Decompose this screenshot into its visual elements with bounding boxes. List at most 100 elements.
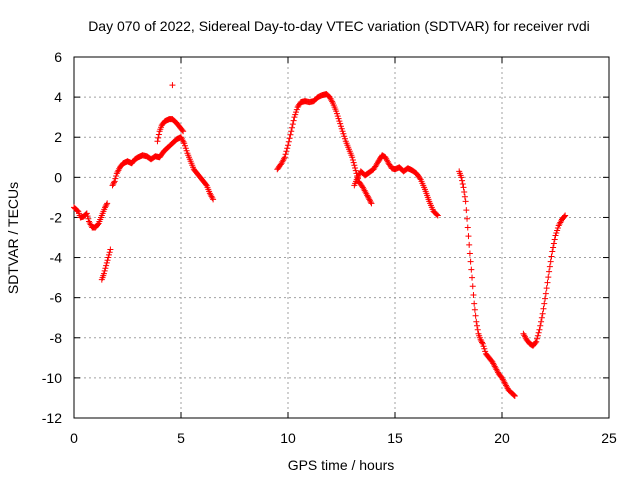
data-point <box>338 125 345 132</box>
data-point <box>469 283 476 290</box>
data-point <box>292 111 299 118</box>
series-seg-b <box>98 246 114 283</box>
data-point <box>538 318 545 325</box>
data-point <box>549 248 556 255</box>
data-point <box>470 291 477 298</box>
data-point <box>102 265 109 272</box>
data-point <box>341 135 348 142</box>
data-point <box>543 285 550 292</box>
data-point <box>349 154 356 161</box>
data-point <box>293 109 300 116</box>
data-point <box>478 338 485 345</box>
data-point <box>539 310 546 317</box>
data-point <box>545 274 552 281</box>
y-tick-label: 2 <box>54 129 62 145</box>
data-point <box>461 189 468 196</box>
data-point <box>538 314 545 321</box>
y-axis-label: SDTVAR / TECUs <box>5 182 21 294</box>
data-point <box>339 128 346 135</box>
data-point <box>288 128 295 135</box>
data-point <box>532 339 539 346</box>
data-point <box>547 258 554 265</box>
data-point <box>284 145 291 152</box>
data-point <box>181 140 188 147</box>
data-point <box>340 130 347 137</box>
data-point <box>542 295 549 302</box>
data-point <box>341 133 348 140</box>
data-point <box>540 305 547 312</box>
series-seg-f <box>274 91 375 207</box>
data-point <box>94 221 101 228</box>
data-point <box>367 197 374 204</box>
data-point <box>180 128 187 135</box>
data-point <box>433 211 440 218</box>
data-point <box>102 204 109 211</box>
data-point <box>466 241 473 248</box>
data-point <box>179 127 186 134</box>
data-point <box>364 193 371 200</box>
data-point <box>463 207 470 214</box>
data-point <box>285 138 292 145</box>
data-point <box>365 195 372 202</box>
data-point <box>281 154 288 161</box>
data-point <box>472 312 479 319</box>
series-seg-c <box>109 134 217 203</box>
data-point <box>283 148 290 155</box>
data-point <box>286 135 293 142</box>
data-point <box>111 178 118 185</box>
series-seg-a <box>71 200 111 231</box>
data-point <box>554 227 561 234</box>
plot-frame <box>73 56 610 419</box>
data-point <box>291 114 298 121</box>
data-point <box>110 181 117 188</box>
data-point <box>333 108 340 115</box>
data-point <box>464 224 471 231</box>
data-point <box>337 120 344 127</box>
data-point <box>461 193 468 200</box>
data-point <box>550 244 557 251</box>
data-point <box>350 159 357 166</box>
data-point <box>479 339 486 346</box>
data-point <box>541 300 548 307</box>
y-tick-label: 0 <box>54 169 62 185</box>
data-point <box>105 251 112 258</box>
data-point <box>466 250 473 257</box>
data-point <box>535 329 542 336</box>
data-point <box>368 200 375 207</box>
x-axis-label: GPS time / hours <box>288 457 395 473</box>
data-points <box>71 82 569 399</box>
data-point <box>155 134 162 141</box>
data-point <box>480 343 487 350</box>
data-point <box>364 192 371 199</box>
data-point <box>105 254 112 261</box>
data-point <box>473 318 480 325</box>
y-tick-label: 4 <box>54 89 62 105</box>
data-point <box>366 196 373 203</box>
data-point <box>154 138 161 145</box>
axis-ticks <box>73 56 610 419</box>
data-point <box>106 249 113 256</box>
data-point <box>103 262 110 269</box>
data-point <box>100 270 107 277</box>
data-point <box>289 124 296 131</box>
data-point <box>352 167 359 174</box>
x-tick-label: 20 <box>494 430 510 446</box>
data-point <box>511 392 518 399</box>
y-tick-label: -10 <box>42 370 62 386</box>
data-point <box>479 340 486 347</box>
chart-title: Day 070 of 2022, Sidereal Day-to-day VTE… <box>88 18 590 34</box>
data-point <box>465 233 472 240</box>
y-tick-label: -2 <box>50 209 63 225</box>
series-seg-h <box>456 168 518 399</box>
data-point <box>210 196 217 203</box>
data-point <box>551 236 558 243</box>
data-point <box>554 224 561 231</box>
x-tick-label: 5 <box>177 430 185 446</box>
data-point <box>462 198 469 205</box>
data-point <box>561 213 568 220</box>
y-tick-label: -12 <box>42 410 62 426</box>
y-tick-label: -4 <box>50 250 63 266</box>
data-point <box>110 179 117 186</box>
data-point <box>349 156 356 163</box>
